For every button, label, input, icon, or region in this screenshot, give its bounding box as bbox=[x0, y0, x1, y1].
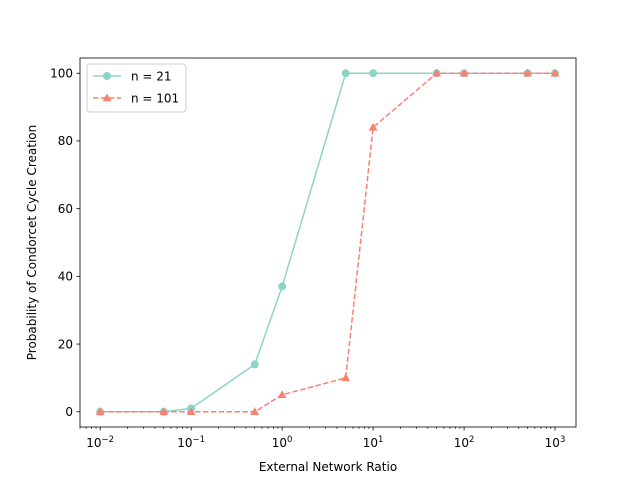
data-point bbox=[341, 373, 351, 382]
x-tick-label: 102 bbox=[454, 435, 475, 450]
y-tick-label: 20 bbox=[58, 337, 73, 351]
y-tick-label: 0 bbox=[65, 405, 73, 419]
data-point bbox=[159, 407, 169, 415]
legend: n = 21 n = 101 bbox=[86, 63, 187, 113]
data-point bbox=[459, 68, 469, 77]
data-point bbox=[278, 282, 287, 291]
legend-marker bbox=[102, 93, 112, 102]
x-tick-label: 100 bbox=[272, 435, 293, 450]
data-point bbox=[250, 407, 260, 415]
data-point bbox=[523, 68, 533, 77]
y-tick-label: 100 bbox=[50, 66, 73, 80]
x-tick-label: 10−1 bbox=[177, 435, 205, 450]
data-point bbox=[369, 69, 378, 78]
axes: 0 20 40 60 80 100 10−2 10−1 100 101 102 103 bbox=[50, 57, 577, 450]
series-2 bbox=[95, 68, 560, 415]
x-axis-label: External Network Ratio bbox=[259, 460, 397, 474]
series-1 bbox=[96, 69, 560, 416]
series-2-line bbox=[100, 72, 556, 413]
legend-marker bbox=[103, 72, 111, 80]
data-point bbox=[250, 360, 259, 369]
plot-area bbox=[95, 68, 560, 416]
y-tick-label: 60 bbox=[58, 202, 73, 216]
axes-frame bbox=[79, 57, 577, 428]
legend-label: n = 21 bbox=[131, 69, 172, 83]
data-point bbox=[95, 407, 105, 415]
x-tick-label: 103 bbox=[545, 435, 566, 450]
y-tick-label: 80 bbox=[58, 134, 73, 148]
x-tick-label: 101 bbox=[363, 435, 384, 450]
legend-label: n = 101 bbox=[131, 91, 179, 105]
y-tick-label: 40 bbox=[58, 270, 73, 284]
x-tick-label: 10−2 bbox=[86, 435, 114, 450]
data-point bbox=[341, 69, 350, 78]
data-point bbox=[432, 68, 442, 77]
data-point bbox=[277, 390, 287, 399]
series-1-line bbox=[100, 72, 556, 413]
data-point bbox=[186, 407, 196, 415]
data-point bbox=[550, 68, 560, 77]
y-axis-label: Probability of Condorcet Cycle Creation bbox=[25, 125, 39, 360]
data-point bbox=[368, 122, 378, 131]
